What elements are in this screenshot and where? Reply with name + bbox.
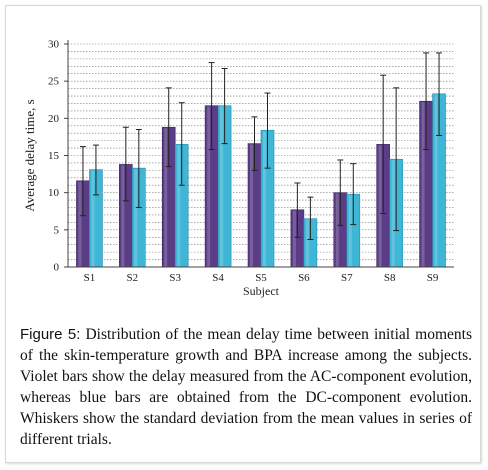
bar-highlight (335, 193, 339, 267)
bar-highlight (207, 106, 211, 268)
bar-highlight (391, 160, 395, 267)
bar-highlight (305, 219, 309, 267)
bar-highlight (434, 94, 438, 267)
x-tick-label: S7 (341, 272, 353, 284)
caption-label: Figure 5: (20, 326, 81, 343)
y-tick-label: 10 (48, 187, 60, 199)
y-tick-label: 30 (48, 39, 60, 51)
figure-frame: 0 5 10 15 20 25 30 S1 S2 S3 S4 S5 S6 S7 S8 S9 Subject Ave… (5, 5, 481, 463)
caption-text: Distribution of the mean delay time betw… (20, 326, 472, 448)
x-tick-label: S9 (427, 272, 439, 284)
error-bars (79, 52, 443, 240)
y-tick-label: 20 (48, 113, 60, 125)
bar-highlight (164, 128, 168, 267)
x-tick-label: S4 (212, 272, 224, 284)
bar-highlight (134, 169, 138, 267)
x-tick-label: S1 (84, 272, 96, 284)
x-axis-title: Subject (243, 284, 280, 298)
bar-highlight (91, 170, 95, 267)
figure-caption: Figure 5: Distribution of the mean delay… (20, 324, 472, 450)
y-tick-label: 0 (54, 262, 60, 274)
y-tick-label: 15 (48, 150, 60, 162)
bar-highlight (348, 195, 352, 267)
y-axis-title: Average delay time, s (22, 99, 37, 211)
y-tick-label: 5 (54, 224, 60, 236)
bar-highlight (292, 210, 296, 267)
x-tick-label: S3 (169, 272, 181, 284)
bar-highlight (78, 181, 82, 267)
bar-highlight (263, 131, 266, 267)
bar-highlight (421, 102, 425, 267)
bars (76, 93, 446, 268)
bar-highlight (177, 145, 181, 267)
bar-highlight (121, 165, 125, 267)
x-tick-label: S6 (298, 272, 310, 284)
axis-labels: 0 5 10 15 20 25 30 S1 S2 S3 S4 S5 S6 S7 S8 S9 Subject Ave… (22, 39, 439, 299)
y-tick-label: 25 (48, 76, 60, 88)
axes (64, 40, 454, 268)
bar-highlight (250, 144, 253, 267)
bar-highlight (220, 106, 224, 268)
x-tick-label: S2 (127, 272, 139, 284)
bar-chart: 0 5 10 15 20 25 30 S1 S2 S3 S4 S5 S6 S7 S8 S9 Subject Ave… (22, 39, 454, 299)
bar-highlight (378, 145, 382, 267)
x-tick-label: S8 (384, 272, 396, 284)
x-tick-label: S5 (255, 272, 267, 284)
